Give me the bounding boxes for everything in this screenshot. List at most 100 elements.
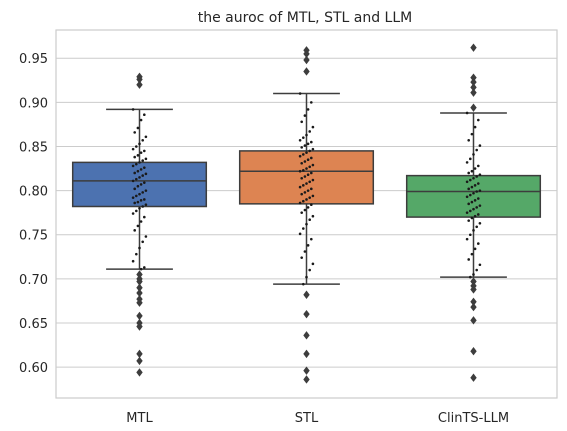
swarm-point: [305, 275, 308, 279]
swarm-point: [311, 163, 315, 167]
outlier-marker: [303, 49, 310, 59]
swarm-point: [131, 259, 135, 263]
swarm-point: [306, 189, 310, 192]
outlier-marker: [470, 373, 477, 382]
swarm-point: [303, 250, 307, 253]
swarm-point: [303, 208, 307, 212]
swarm-point: [302, 184, 305, 187]
outliers: [136, 43, 477, 384]
outlier-marker: [470, 285, 477, 294]
swarm-point: [144, 157, 148, 161]
swarm-point: [136, 169, 140, 173]
swarm-point: [473, 184, 477, 187]
swarm-points: [131, 92, 482, 286]
swarm-point: [143, 198, 146, 201]
swarm-point: [138, 192, 141, 196]
swarm-point: [467, 219, 471, 222]
outlier-marker: [136, 368, 143, 377]
swarm-point: [143, 181, 146, 184]
swarm-point: [306, 158, 310, 162]
swarm-point: [133, 201, 136, 205]
swarm-point: [467, 202, 471, 206]
x-tick-label: ClinTS-LLM: [438, 411, 509, 426]
swarm-point: [465, 111, 469, 115]
swarm-point: [138, 176, 141, 179]
swarm-point: [302, 136, 305, 139]
swarm-point: [467, 139, 471, 142]
swarm-point: [141, 205, 144, 208]
swarm-point: [131, 147, 135, 151]
swarm-point: [465, 211, 469, 214]
swarm-point: [470, 169, 474, 173]
outlier-marker: [303, 366, 310, 375]
swarm-point: [143, 166, 146, 169]
swarm-point: [139, 267, 143, 271]
swarm-point: [131, 179, 135, 183]
swarm-point: [475, 190, 479, 193]
swarm-point: [138, 142, 141, 146]
swarm-point: [473, 167, 477, 170]
swarm-point: [469, 275, 472, 279]
swarm-point: [136, 154, 140, 157]
swarm-point: [472, 153, 475, 156]
outlier-marker: [303, 349, 310, 359]
swarm-point: [305, 182, 308, 185]
swarm-point: [303, 144, 307, 147]
outlier-marker: [136, 322, 143, 331]
box-mtl: [71, 161, 208, 208]
outlier-marker: [136, 283, 143, 292]
swarm-point: [135, 177, 138, 181]
swarm-point: [141, 191, 144, 194]
swarm-point: [475, 225, 479, 229]
swarm-point: [310, 187, 313, 191]
swarm-point: [135, 194, 138, 198]
swarm-point: [144, 189, 148, 192]
outlier-marker: [470, 77, 477, 87]
outlier-marker: [303, 67, 310, 76]
swarm-point: [138, 246, 141, 250]
swarm-point: [300, 161, 304, 165]
outlier-marker: [470, 347, 477, 356]
swarm-point: [136, 224, 140, 228]
swarm-point: [472, 229, 475, 232]
outlier-marker: [303, 290, 310, 299]
swarm-point: [478, 221, 482, 225]
swarm-point: [475, 148, 479, 152]
outlier-marker: [470, 103, 477, 112]
swarm-point: [306, 173, 310, 177]
swarm-point: [298, 169, 302, 173]
box-clints-llm: [405, 174, 542, 218]
y-tick-labels: 0.60 0.65 0.70 0.75 0.80 0.85 0.90 0.95: [19, 52, 48, 376]
swarm-point: [310, 156, 313, 160]
outlier-marker: [470, 43, 477, 52]
swarm-point: [144, 135, 148, 139]
swarm-point: [470, 185, 474, 189]
swarm-point: [144, 235, 148, 238]
swarm-point: [467, 258, 471, 261]
swarm-point: [133, 187, 136, 191]
plot-frame: [55, 29, 558, 399]
swarm-point: [305, 198, 308, 201]
swarm-point: [143, 149, 146, 153]
swarm-point: [306, 206, 310, 209]
swarm-point: [477, 197, 480, 200]
swarm-point: [133, 229, 136, 232]
swarm-point: [131, 212, 135, 215]
swarm-point: [139, 183, 143, 186]
swarm-point: [308, 218, 312, 222]
swarm-point: [475, 206, 479, 209]
swarm-point: [469, 178, 472, 182]
swarm-point: [465, 195, 469, 199]
outlier-marker: [136, 277, 143, 286]
swarm-point: [131, 108, 135, 111]
swarm-point: [143, 266, 146, 269]
swarm-point: [300, 176, 304, 180]
swarm-point: [308, 180, 312, 184]
swarm-point: [133, 131, 136, 134]
swarm-point: [477, 242, 480, 245]
swarm-point: [478, 144, 482, 147]
swarm-point: [310, 101, 313, 104]
swarm-point: [310, 171, 313, 175]
swarm-point: [300, 120, 304, 124]
